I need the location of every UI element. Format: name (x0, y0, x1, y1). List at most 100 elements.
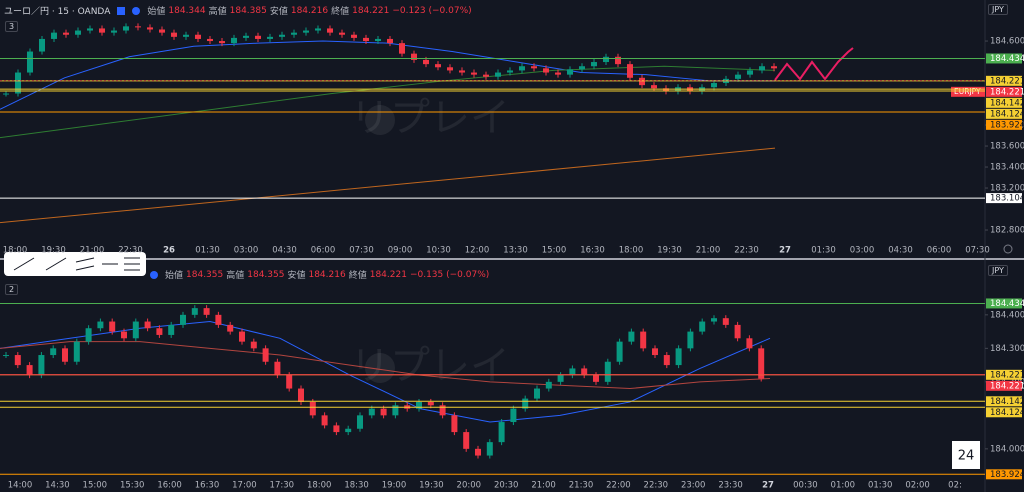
candle (735, 74, 741, 79)
time-label: 15:00 (83, 481, 108, 491)
replay-icon[interactable] (150, 270, 158, 279)
candle (639, 77, 645, 86)
time-label: 03:00 (234, 246, 259, 256)
candle (579, 66, 585, 70)
candle (38, 355, 45, 376)
price-label: 184.400 (990, 310, 1024, 320)
currency[interactable]: JPY (988, 265, 1008, 276)
bar-counter: 24 (958, 449, 975, 464)
candle (711, 318, 717, 322)
tool-ray[interactable] (45, 257, 67, 271)
candle (640, 331, 647, 349)
candle (375, 38, 381, 42)
candle (486, 442, 493, 456)
candle (471, 72, 477, 75)
price-badge (986, 298, 1022, 309)
time-label: 04:30 (272, 246, 297, 256)
time-label: 18:00 (619, 246, 644, 256)
candle (616, 341, 623, 362)
candle (734, 324, 741, 339)
candle (159, 29, 165, 33)
tool-channel[interactable] (75, 257, 95, 263)
candle (39, 38, 45, 52)
candle (534, 388, 540, 399)
candle (171, 32, 177, 37)
time-label: 20:30 (494, 481, 519, 491)
ohlc-value: 184.216 (290, 5, 329, 16)
candle (26, 365, 33, 376)
time-label: 06:00 (311, 246, 336, 256)
candle (604, 361, 611, 382)
candle (380, 408, 387, 416)
price-badge (986, 97, 1022, 108)
indicator-count[interactable]: 3 (5, 21, 19, 32)
drawing-toolbar[interactable] (4, 252, 146, 276)
candle (203, 308, 210, 315)
symbol-badge (951, 86, 985, 97)
price-badge (986, 108, 1022, 119)
settings-icon[interactable] (1003, 244, 1013, 254)
candle (99, 28, 105, 33)
candle (651, 85, 657, 89)
candle (675, 348, 682, 366)
price-label: 184.600 (990, 37, 1024, 47)
candle (628, 331, 635, 342)
candle (357, 415, 363, 429)
price-badge (986, 193, 1022, 204)
candle (207, 38, 213, 42)
candle (291, 32, 297, 35)
candle (519, 66, 525, 71)
price-badge (986, 53, 1022, 64)
drawn-zigzag[interactable] (774, 47, 854, 81)
candle (416, 401, 422, 409)
candle (73, 341, 80, 362)
indicator-count[interactable]: 2 (5, 284, 19, 295)
time-label: 22:30 (644, 481, 669, 491)
candle (483, 74, 489, 77)
candle (627, 64, 633, 78)
time-label: 21:00 (696, 246, 721, 256)
symbol[interactable]: ユーロ／円 · 15 · OANDA (4, 7, 111, 17)
candle (652, 348, 658, 356)
candle (591, 62, 597, 67)
time-label: 18:30 (344, 481, 369, 491)
time-label: 16:00 (157, 481, 182, 491)
change: −0.135 (−0.07%) (409, 269, 490, 280)
price-badge-label: 184.434 (990, 299, 1024, 309)
candle (219, 41, 225, 44)
price-badge-label: 184.221 (990, 370, 1024, 380)
ohlc-value: 184.221 (369, 269, 407, 280)
candle (435, 64, 441, 68)
candle (663, 355, 670, 366)
candle (250, 341, 257, 349)
ohlc-label: 終値 (348, 271, 367, 281)
price-badge-label: 183.104 (990, 194, 1024, 204)
candle (663, 88, 669, 92)
candle (227, 324, 234, 332)
toolbar-bg (4, 252, 146, 276)
candle (507, 70, 513, 73)
candle (545, 381, 552, 389)
tool-line[interactable] (13, 257, 35, 271)
time-label: 17:30 (270, 481, 295, 491)
ohlc-label: 安値 (269, 7, 288, 17)
time-label: 09:00 (388, 246, 413, 256)
candle (758, 348, 765, 379)
ohlc-value: 184.216 (308, 269, 346, 280)
time-label: 22:00 (606, 481, 631, 491)
candle (399, 43, 405, 54)
price-badge (986, 380, 1022, 391)
time-label: 21:30 (569, 481, 594, 491)
watermark: リプレイ (350, 95, 510, 141)
candle (439, 405, 446, 416)
candle (144, 321, 151, 329)
time-label: 14:00 (8, 481, 33, 491)
currency[interactable]: JPY (988, 4, 1008, 15)
candle (522, 398, 529, 409)
flag-icon[interactable] (117, 6, 126, 15)
replay-icon[interactable] (132, 6, 141, 15)
time-label: 10:30 (426, 246, 451, 256)
ohlc-value: 184.355 (186, 269, 224, 280)
time-label: 02: (948, 481, 962, 491)
